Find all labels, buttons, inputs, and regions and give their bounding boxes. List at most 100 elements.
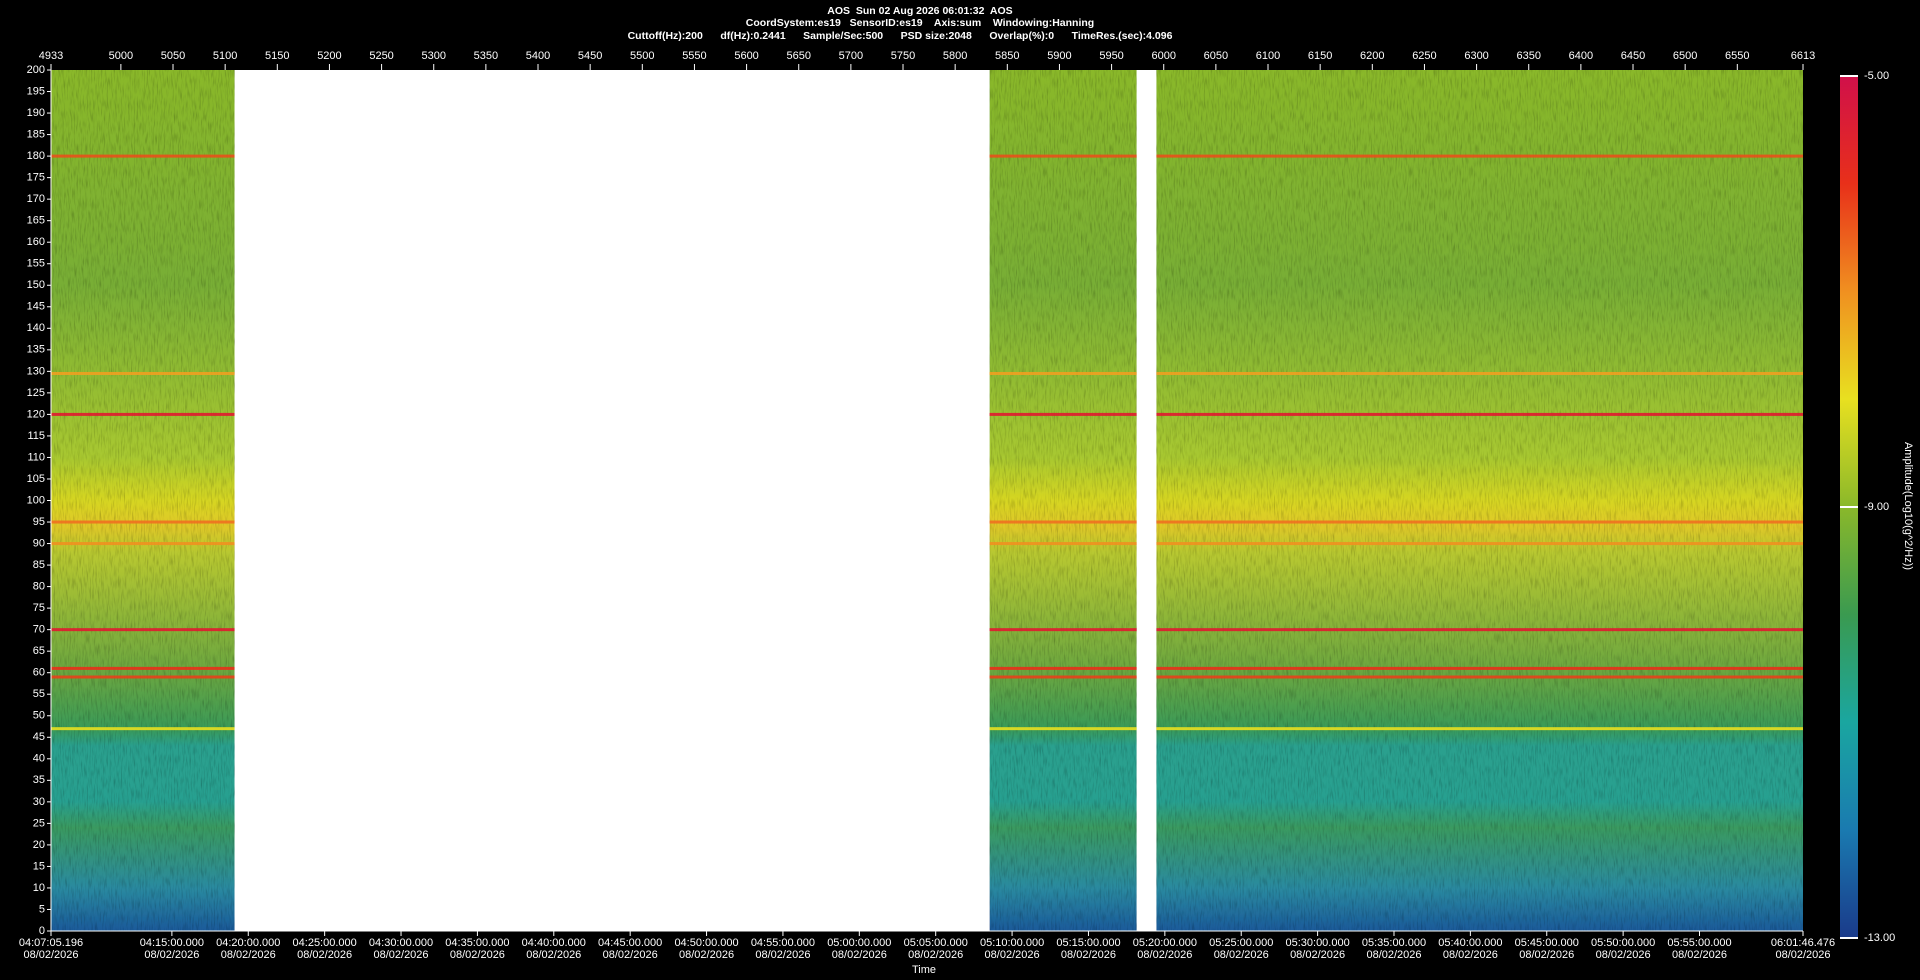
y-tick-label: 165 bbox=[27, 215, 45, 227]
y-tick-label: 180 bbox=[27, 150, 45, 162]
y-tick-label: 45 bbox=[33, 731, 45, 743]
y-tick-label: 5 bbox=[39, 903, 45, 915]
time-tick-date: 08/02/2026 bbox=[1366, 949, 1421, 961]
y-tick-label: 150 bbox=[27, 279, 45, 291]
y-tick-label: 125 bbox=[27, 387, 45, 399]
x-tick-label: 6150 bbox=[1308, 50, 1332, 62]
tone-line bbox=[989, 675, 1137, 679]
y-tick-label: 50 bbox=[33, 710, 45, 722]
tone-line bbox=[1156, 628, 1803, 632]
tone-line bbox=[51, 154, 235, 158]
x-tick-label: 6350 bbox=[1516, 50, 1540, 62]
colorbar-title: Amplitude(Log10(g^2/Hz)) bbox=[1902, 442, 1914, 570]
x-tick-label: 5100 bbox=[213, 50, 237, 62]
time-tick-label: 05:05:00.000 bbox=[904, 937, 968, 949]
y-tick-label: 185 bbox=[27, 128, 45, 140]
tone-line bbox=[51, 412, 235, 416]
time-tick-date: 08/02/2026 bbox=[297, 949, 352, 961]
time-tick-date: 08/02/2026 bbox=[1596, 949, 1651, 961]
tone-line bbox=[51, 666, 235, 670]
time-tick-label: 06:01:46.476 bbox=[1771, 937, 1835, 949]
tone-line bbox=[1156, 675, 1803, 679]
time-tick-label: 04:40:00.000 bbox=[522, 937, 586, 949]
spectrogram-segment bbox=[1156, 70, 1803, 931]
y-tick-label: 170 bbox=[27, 193, 45, 205]
x-tick-label: 5900 bbox=[1047, 50, 1071, 62]
time-tick-label: 04:55:00.000 bbox=[751, 937, 815, 949]
tone-line bbox=[1156, 666, 1803, 670]
time-tick-label: 04:50:00.000 bbox=[674, 937, 738, 949]
time-tick-date: 08/02/2026 bbox=[373, 949, 428, 961]
time-tick-label: 05:20:00.000 bbox=[1133, 937, 1197, 949]
time-tick-label: 04:20:00.000 bbox=[216, 937, 280, 949]
x-tick-label: 6000 bbox=[1151, 50, 1175, 62]
y-tick-label: 190 bbox=[27, 107, 45, 119]
x-tick-label: 5950 bbox=[1099, 50, 1123, 62]
y-tick-label: 195 bbox=[27, 85, 45, 97]
colorbar-tick-label: -5.00 bbox=[1864, 70, 1889, 82]
time-tick-date: 08/02/2026 bbox=[985, 949, 1040, 961]
x-tick-label: 5750 bbox=[891, 50, 915, 62]
time-tick-date: 08/02/2026 bbox=[1290, 949, 1345, 961]
time-tick-date: 08/02/2026 bbox=[1214, 949, 1269, 961]
time-tick-label: 04:15:00.000 bbox=[140, 937, 204, 949]
time-tick-label: 04:07:05.196 bbox=[19, 937, 83, 949]
time-tick-label: 05:30:00.000 bbox=[1285, 937, 1349, 949]
y-tick-label: 115 bbox=[27, 430, 45, 442]
time-tick-label: 05:55:00.000 bbox=[1667, 937, 1731, 949]
x-tick-label: 5350 bbox=[474, 50, 498, 62]
time-tick-label: 05:15:00.000 bbox=[1056, 937, 1120, 949]
y-tick-label: 110 bbox=[27, 451, 45, 463]
time-tick-date: 08/02/2026 bbox=[526, 949, 581, 961]
y-tick-label: 105 bbox=[27, 473, 45, 485]
x-tick-label: 5450 bbox=[578, 50, 602, 62]
x-tick-label: 5300 bbox=[421, 50, 445, 62]
y-tick-label: 15 bbox=[33, 860, 45, 872]
time-tick-date: 08/02/2026 bbox=[1061, 949, 1116, 961]
tone-line bbox=[1156, 520, 1803, 524]
y-tick-label: 10 bbox=[33, 882, 45, 894]
time-tick-date: 08/02/2026 bbox=[1137, 949, 1192, 961]
y-tick-label: 85 bbox=[33, 559, 45, 571]
x-tick-label: 6550 bbox=[1725, 50, 1749, 62]
tone-line bbox=[989, 372, 1137, 376]
x-tick-label: 5050 bbox=[161, 50, 185, 62]
tone-line bbox=[989, 542, 1137, 546]
y-tick-label: 80 bbox=[33, 581, 45, 593]
y-tick-label: 175 bbox=[27, 172, 45, 184]
y-tick-label: 60 bbox=[33, 667, 45, 679]
spectrogram-segment bbox=[989, 70, 1137, 931]
x-tick-label: 5250 bbox=[369, 50, 393, 62]
tone-line bbox=[989, 727, 1137, 731]
time-tick-date: 08/02/2026 bbox=[144, 949, 199, 961]
x-tick-label: 5850 bbox=[995, 50, 1019, 62]
x-tick-label: 6400 bbox=[1569, 50, 1593, 62]
tone-line bbox=[1156, 727, 1803, 731]
x-tick-label: 5800 bbox=[943, 50, 967, 62]
time-tick-date: 08/02/2026 bbox=[23, 949, 78, 961]
y-tick-label: 0 bbox=[39, 925, 45, 937]
time-tick-label: 05:25:00.000 bbox=[1209, 937, 1273, 949]
tone-line bbox=[989, 628, 1137, 632]
x-tick-label: 6613 bbox=[1791, 50, 1815, 62]
tone-line bbox=[989, 154, 1137, 158]
y-tick-label: 130 bbox=[27, 365, 45, 377]
tone-line bbox=[989, 520, 1137, 524]
y-tick-label: 155 bbox=[27, 258, 45, 270]
y-tick-label: 75 bbox=[33, 602, 45, 614]
y-tick-label: 200 bbox=[27, 64, 45, 76]
x-tick-label: 6050 bbox=[1204, 50, 1228, 62]
time-tick-date: 08/02/2026 bbox=[1519, 949, 1574, 961]
colorbar-tick-label: -13.00 bbox=[1864, 932, 1895, 944]
time-tick-date: 08/02/2026 bbox=[1775, 949, 1830, 961]
time-tick-label: 04:45:00.000 bbox=[598, 937, 662, 949]
x-tick-label: 6100 bbox=[1256, 50, 1280, 62]
x-axis-title: Time bbox=[912, 964, 936, 976]
x-tick-label: 4933 bbox=[39, 50, 63, 62]
time-tick-date: 08/02/2026 bbox=[1443, 949, 1498, 961]
tone-line bbox=[51, 675, 235, 679]
x-tick-label: 5000 bbox=[109, 50, 133, 62]
y-tick-label: 30 bbox=[33, 796, 45, 808]
y-tick-label: 160 bbox=[27, 236, 45, 248]
time-tick-label: 04:30:00.000 bbox=[369, 937, 433, 949]
